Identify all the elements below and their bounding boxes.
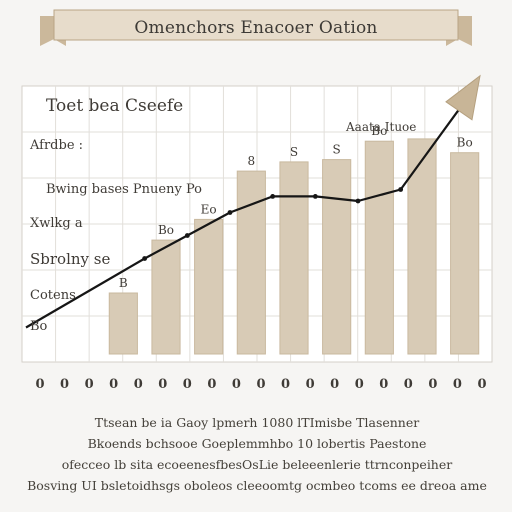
x-tick-label: 0 [134,377,143,392]
line-point [312,194,318,199]
y-tick-label: Sbrolny se [30,250,110,268]
x-tick-label: 0 [355,377,364,392]
y-tick-label: Cotens [30,288,76,303]
x-tick-label: 0 [207,377,216,392]
line-point [142,256,148,261]
chart-annotation: Aaata Ituoe [345,120,416,134]
bar [194,218,224,355]
bar [236,170,266,355]
y-tick-label: Afrdbe : [29,138,83,153]
x-tick-label: 0 [256,377,265,392]
x-tick-label: 0 [183,377,192,392]
bar [407,138,437,355]
bar-label: Bo [457,136,473,150]
bar-label: S [290,145,298,159]
footer-line: Ttsean be ia Gaoy lpmerh 1080 lTImisbe T… [94,415,420,430]
bar [364,140,394,355]
chart-title: Toet bea Cseefe [46,96,183,116]
bar-label: B [119,276,128,290]
x-tick-label: 0 [60,377,69,392]
x-tick-label: 0 [232,377,241,392]
chart-line [25,74,481,329]
bar [322,159,352,355]
bar-label: S [333,143,341,157]
footer-line: Bosving UI bsletoidhsgs oboleos cleeoomt… [27,478,487,493]
line-point [355,198,361,204]
line-point [270,194,276,199]
x-tick-label: 0 [404,377,413,392]
x-tick-label: 0 [428,377,437,392]
x-tick-label: 0 [109,377,118,392]
x-tick-label: 0 [477,377,486,392]
y-tick-label: Bo [30,319,48,334]
bar-label: Bo [158,223,174,237]
bar [279,161,309,355]
line-point [227,210,233,215]
bar [151,239,181,355]
footer-line: ofecceo lb sita ecoeenesfbesOsLie beleee… [61,457,453,472]
footer-line: Bkoends bchsooe Goeplemmhbo 10 lobertis … [87,436,427,451]
bar-label: 8 [248,154,256,168]
chart-text: B Bo Eo 8 S S Bo Bo Toet bea Cseefe Aaata Ituoe Af… [29,96,487,392]
bar-label: Bo [371,124,387,138]
x-tick-label: 0 [379,377,388,392]
line-point [184,233,190,238]
x-tick-label: 0 [85,377,94,392]
bar-label: Eo [201,202,217,216]
x-tick-label: 0 [453,377,462,392]
bar [450,152,480,355]
x-tick-label: 0 [306,377,315,392]
banner-title: Omenchors Enacoer Oation [134,18,378,38]
y-tick-label: Bwing bases Pnueny Po [46,182,202,197]
title-banner [40,9,472,46]
x-tick-label: 0 [281,377,290,392]
bar [108,292,138,355]
line-point [398,187,404,192]
arrow-head [445,74,481,121]
footer-text: Ttsean be ia Gaoy lpmerh 1080 lTImisbe T… [22,412,492,496]
x-tick-label: 0 [330,377,339,392]
x-tick-label: 0 [35,377,44,392]
x-tick-label: 0 [158,377,167,392]
y-tick-label: Xwlkg a [30,216,83,231]
